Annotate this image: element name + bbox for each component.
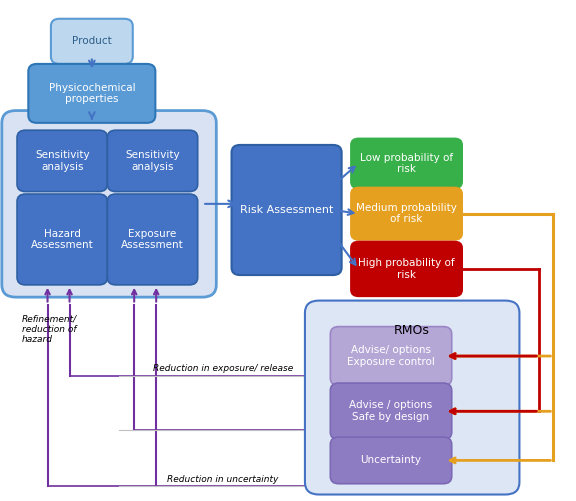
Text: Medium probability
of risk: Medium probability of risk [356, 203, 457, 224]
Text: Reduction in exposure/ release: Reduction in exposure/ release [153, 364, 293, 373]
FancyBboxPatch shape [350, 240, 463, 297]
FancyBboxPatch shape [107, 194, 198, 285]
FancyBboxPatch shape [305, 301, 520, 494]
Text: Advise/ options
Exposure control: Advise/ options Exposure control [347, 345, 435, 367]
Text: Product: Product [72, 37, 112, 47]
Text: Uncertainty: Uncertainty [361, 455, 422, 465]
FancyBboxPatch shape [330, 383, 452, 439]
FancyBboxPatch shape [107, 130, 198, 191]
FancyBboxPatch shape [2, 111, 217, 297]
Text: Advise / options
Safe by design: Advise / options Safe by design [350, 400, 433, 422]
Text: Reduction in uncertainty: Reduction in uncertainty [168, 475, 279, 484]
Text: Exposure
Assessment: Exposure Assessment [121, 228, 184, 250]
FancyBboxPatch shape [350, 187, 463, 240]
Text: Low probability of
risk: Low probability of risk [360, 152, 453, 174]
FancyBboxPatch shape [17, 194, 107, 285]
FancyBboxPatch shape [28, 64, 156, 123]
Text: Hazard
Assessment: Hazard Assessment [31, 228, 93, 250]
FancyBboxPatch shape [330, 437, 452, 484]
Text: Sensitivity
analysis: Sensitivity analysis [125, 150, 180, 172]
Text: High probability of
risk: High probability of risk [358, 258, 455, 280]
Text: RMOs: RMOs [394, 324, 430, 337]
Text: Physicochemical
properties: Physicochemical properties [48, 83, 135, 104]
Text: Refinement/
reduction of
hazard: Refinement/ reduction of hazard [21, 314, 77, 344]
Text: Risk Assessment: Risk Assessment [240, 205, 334, 215]
Text: Sensitivity
analysis: Sensitivity analysis [35, 150, 89, 172]
FancyBboxPatch shape [17, 130, 107, 191]
FancyBboxPatch shape [330, 327, 452, 386]
FancyBboxPatch shape [51, 19, 133, 64]
FancyBboxPatch shape [350, 138, 463, 189]
FancyBboxPatch shape [232, 145, 342, 275]
